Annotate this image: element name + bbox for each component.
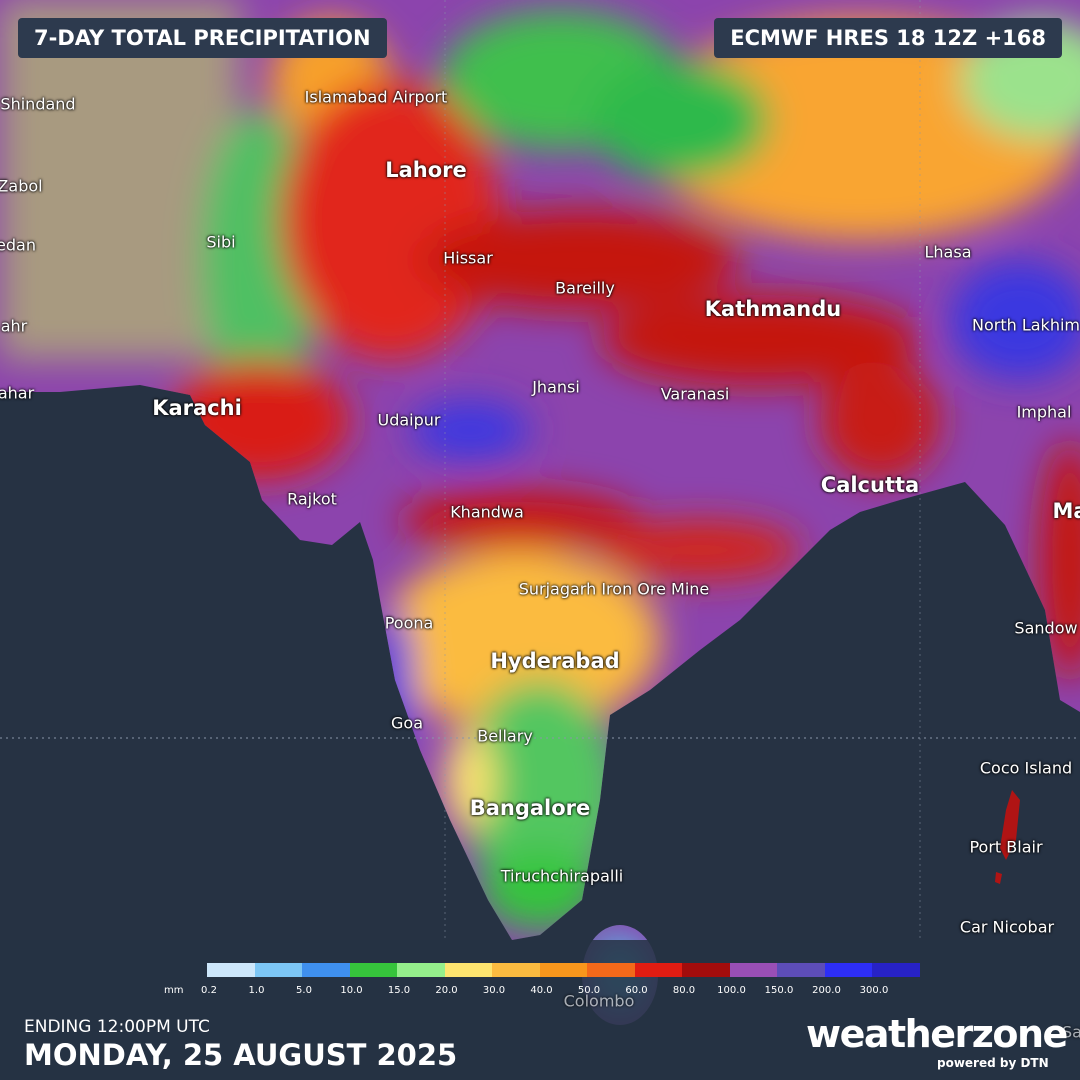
- place-label: edan: [0, 235, 36, 255]
- legend-label: 1.0: [248, 985, 265, 996]
- legend-swatch: [824, 963, 872, 977]
- logo: weatherzone: [806, 1012, 1068, 1056]
- place-label: Hyderabad: [490, 649, 620, 673]
- legend-label: 10.0: [340, 985, 363, 996]
- legend-label: 100.0: [717, 985, 746, 996]
- legend-swatch: [729, 963, 777, 977]
- legend-swatch: [539, 963, 587, 977]
- place-label: Ma: [1052, 499, 1080, 523]
- legend-label: 40.0: [530, 985, 553, 996]
- place-label: Islamabad Airport: [304, 87, 448, 107]
- legend-swatch: [397, 963, 445, 977]
- legend-label: 20.0: [435, 985, 458, 996]
- place-label: Car Nicobar: [959, 917, 1055, 937]
- place-label: Zabol: [0, 176, 43, 196]
- place-label: Tiruchchirapalli: [500, 866, 624, 886]
- place-label: Calcutta: [820, 473, 920, 497]
- place-label: Goa: [391, 713, 423, 733]
- place-label: Poona: [384, 613, 434, 633]
- legend-label: 0.2: [201, 985, 217, 996]
- legend-label: 5.0: [296, 985, 312, 996]
- place-label: Hissar: [443, 248, 493, 268]
- place-label: Bareilly: [555, 278, 615, 298]
- place-label: Imphal: [1016, 402, 1072, 422]
- place-label: Jhansi: [532, 377, 580, 397]
- legend-swatch: [492, 963, 540, 977]
- logo-tagline: powered by DTN: [937, 1056, 1049, 1070]
- legend-label: 200.0: [812, 985, 841, 996]
- place-label: Shindand: [0, 94, 76, 114]
- legend-swatch: [444, 963, 492, 977]
- ending-time: ENDING 12:00PM UTC: [24, 1017, 210, 1037]
- legend-unit: mm: [164, 985, 184, 996]
- legend-label: 50.0: [577, 985, 601, 996]
- legend-label: 60.0: [625, 985, 648, 996]
- place-label: Port Blair: [969, 837, 1043, 857]
- place-label: Bellary: [477, 726, 533, 746]
- place-label: ahr: [0, 316, 28, 336]
- place-label: Rajkot: [287, 489, 337, 509]
- legend-swatch: [587, 963, 635, 977]
- legend-swatch: [349, 963, 397, 977]
- place-label: Surjagarh Iron Ore Mine: [518, 579, 710, 599]
- place-label: Bangalore: [469, 796, 591, 820]
- title-box: 7-DAY TOTAL PRECIPITATION: [18, 18, 387, 58]
- place-label: Sibi: [206, 232, 236, 252]
- place-label: Coco Island: [979, 758, 1073, 778]
- place-label: North Lakhim: [972, 315, 1080, 335]
- date: MONDAY, 25 AUGUST 2025: [24, 1038, 458, 1072]
- legend-label: 150.0: [764, 985, 794, 996]
- place-label: ahar: [0, 383, 35, 403]
- place-label: Lhasa: [924, 242, 972, 262]
- legend-swatch: [634, 963, 682, 977]
- place-label: Karachi: [152, 396, 242, 420]
- place-label: Colombo: [563, 991, 635, 1011]
- legend-label: 15.0: [387, 985, 411, 996]
- legend-swatch: [254, 963, 302, 977]
- legend-swatch: [302, 963, 350, 977]
- andaman-islands: [995, 790, 1020, 884]
- model-box: ECMWF HRES 18 12Z +168: [714, 18, 1062, 58]
- legend-swatch: [777, 963, 825, 977]
- legend-bar: [207, 963, 920, 977]
- legend-label: 30.0: [482, 985, 506, 996]
- place-label: Lahore: [385, 158, 467, 182]
- legend-swatch: [207, 963, 255, 977]
- place-label: Kathmandu: [704, 297, 842, 321]
- place-label: Khandwa: [450, 502, 524, 522]
- legend-label: 300.0: [859, 985, 889, 996]
- legend-label: 80.0: [672, 985, 696, 996]
- legend-swatch: [682, 963, 730, 977]
- place-label: Udaipur: [377, 410, 441, 430]
- place-label: Sandow: [1014, 618, 1078, 638]
- place-label: Varanasi: [660, 384, 730, 404]
- legend-swatch: [872, 963, 920, 977]
- place-label: Sa: [1062, 1022, 1080, 1042]
